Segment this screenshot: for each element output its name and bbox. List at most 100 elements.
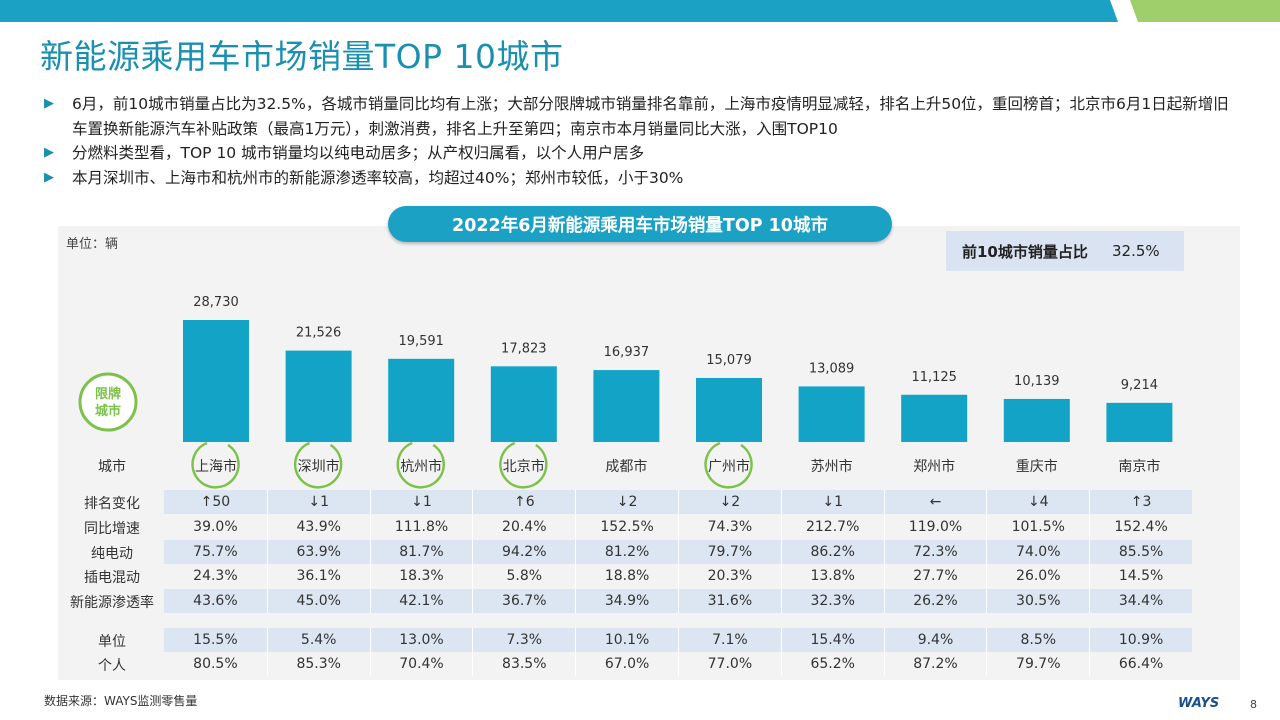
- triangle-bullet-icon: ▶: [44, 169, 54, 185]
- table-row-label: 单位: [98, 634, 126, 650]
- bar: [696, 377, 762, 442]
- table-cell: 212.7%: [780, 515, 884, 539]
- table-cell: 152.5%: [575, 515, 678, 539]
- bar: [593, 370, 660, 442]
- table-cell: 15.5%: [193, 632, 238, 648]
- bar: [1003, 398, 1070, 442]
- table-cell: 26.2%: [883, 589, 987, 613]
- bullet-text: 本月深圳市、上海市和杭州市的新能源渗透率较高，均超过40%；郑州市较低，小于30…: [72, 168, 684, 187]
- bar-value-label: 17,823: [501, 341, 547, 356]
- table-cell: 13.0%: [369, 628, 473, 652]
- city-tick-label: 成都市: [605, 459, 648, 475]
- table-cell: 20.3%: [677, 564, 781, 588]
- top10-share-box: 前10城市销量占比 32.5%: [946, 231, 1184, 271]
- table-row-label: 插电混动: [84, 570, 140, 586]
- bullet-list: ▶ 6月，前10城市销量占比为32.5%，各城市销量同比均有上涨；大部分限牌城市销…: [44, 92, 1244, 190]
- legend-ring-text: 城市: [95, 403, 121, 419]
- bar-value-label: 15,079: [706, 353, 752, 368]
- table-cell: ↑3: [1089, 490, 1192, 514]
- table-cell: 72.3%: [883, 540, 987, 564]
- table-cell: 13.8%: [780, 564, 884, 588]
- table-cell: 10.9%: [1089, 628, 1192, 652]
- share-value: 32.5%: [1112, 242, 1160, 260]
- table-cell: 31.6%: [677, 589, 781, 613]
- table-row: 39.0% 43.9% 111.8% 20.4% 152.5% 74.3% 212.7% 11…: [164, 515, 1192, 539]
- table-cell: 70.4%: [369, 652, 473, 676]
- table-cell: 152.4%: [1089, 515, 1192, 539]
- city-tick-label: 杭州市: [400, 459, 443, 475]
- table-cell: 42.1%: [369, 589, 473, 613]
- restricted-city-ring: [293, 441, 343, 489]
- bar-value-label: 9,214: [1121, 378, 1158, 393]
- city-header: 城市: [98, 459, 126, 475]
- table-cell: 45.0%: [266, 589, 370, 613]
- bar: [798, 386, 865, 442]
- table-cell: 8.5%: [986, 628, 1089, 652]
- table-cell: 9.4%: [883, 628, 987, 652]
- table-cell: 74.3%: [677, 515, 781, 539]
- bar-value-label: 10,139: [1014, 374, 1060, 389]
- bullet-text: 6月，前10城市销量占比为32.5%，各城市销量同比均有上涨；大部分限牌城市销量…: [72, 95, 1229, 138]
- bullet-item: ▶ 分燃料类型看，TOP 10 城市销量均以纯电动居多；从产权归属看，以个人用户居…: [44, 141, 1244, 166]
- bullet-item: ▶ 6月，前10城市销量占比为32.5%，各城市销量同比均有上涨；大部分限牌城市销…: [44, 92, 1244, 141]
- table-cell: 79.7%: [677, 540, 781, 564]
- table-cell: 86.2%: [780, 540, 884, 564]
- restricted-city-ring: [396, 441, 445, 489]
- bar-value-label: 11,125: [911, 370, 957, 385]
- table-cell: 77.0%: [677, 652, 781, 676]
- table-cell: 83.5%: [472, 652, 575, 676]
- page-title: 新能源乘用车市场销量TOP 10城市: [40, 37, 564, 76]
- table-cell: 34.9%: [575, 589, 678, 613]
- table-cell: 7.1%: [677, 628, 781, 652]
- table-cell: 85.5%: [1089, 540, 1192, 564]
- table-cell: ↓1: [369, 490, 473, 514]
- table-row: 15.5% 5.4% 13.0% 7.3% 10.1% 7.1% 15.4% 9.4% 8.5%…: [164, 628, 1192, 652]
- table-cell: ↓4: [986, 490, 1089, 514]
- table-cell: ↓2: [575, 490, 678, 514]
- page-number: 8: [1250, 698, 1257, 711]
- unit-label: 单位：辆: [66, 237, 119, 252]
- table-cell: 43.9%: [266, 515, 370, 539]
- bar: [388, 358, 455, 442]
- city-tick-label: 郑州市: [913, 459, 956, 475]
- city-tick-label: 苏州市: [810, 459, 853, 475]
- table-cell: 36.1%: [266, 564, 370, 588]
- table-cell: 10.1%: [575, 628, 678, 652]
- table-cell: 14.5%: [1089, 564, 1192, 588]
- table-cell: 75.7%: [193, 544, 238, 560]
- table-cell: 119.0%: [883, 515, 987, 539]
- ways-logo: WAYS: [1178, 696, 1220, 711]
- legend-ring-text: 限牌: [95, 386, 121, 402]
- table-row-label: 新能源渗透率: [70, 595, 154, 611]
- top-color-band: [0, 0, 1280, 22]
- triangle-bullet-icon: ▶: [44, 145, 54, 160]
- table-cell: 39.0%: [193, 519, 238, 535]
- table-cell: 34.4%: [1089, 589, 1192, 613]
- table-row: 24.3% 36.1% 18.3% 5.8% 18.8% 20.3% 13.8% 27.7% 2…: [164, 564, 1192, 588]
- table-row-label: 同比增速: [84, 521, 140, 537]
- table-cell: ↓2: [677, 490, 781, 514]
- table-row: 43.6% 45.0% 42.1% 36.7% 34.9% 31.6% 32.3% 26.2%…: [164, 589, 1192, 613]
- bar: [1106, 402, 1173, 442]
- table-cell: 85.3%: [266, 652, 370, 676]
- table-cell: 18.8%: [575, 564, 678, 588]
- table-cell: 32.3%: [780, 589, 884, 613]
- bar-value-label: 19,591: [398, 334, 444, 349]
- table-cell: 36.7%: [472, 589, 575, 613]
- bar-value-label: 28,730: [193, 295, 239, 310]
- bar-value-label: 13,089: [809, 361, 855, 376]
- table-cell: 26.0%: [986, 564, 1089, 588]
- table-cell: ↓1: [266, 490, 370, 514]
- bar: [285, 350, 352, 442]
- bar-value-label: 16,937: [604, 345, 650, 360]
- table-cell: 101.5%: [986, 515, 1089, 539]
- table-cell: 20.4%: [472, 515, 575, 539]
- city-tick-label: 深圳市: [297, 459, 340, 475]
- table-cell: 7.3%: [472, 628, 575, 652]
- table-cell: ↑6: [472, 490, 575, 514]
- table-cell: ←: [883, 490, 987, 514]
- table-cell: 79.7%: [986, 652, 1089, 676]
- city-tick-label: 北京市: [502, 459, 545, 475]
- table-cell: 63.9%: [266, 540, 370, 564]
- bar: [490, 366, 557, 442]
